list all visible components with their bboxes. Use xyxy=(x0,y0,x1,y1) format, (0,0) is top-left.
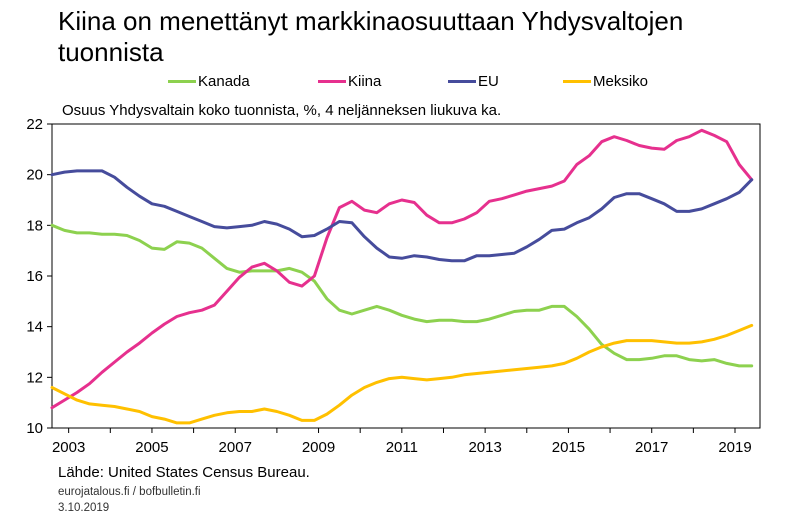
x-tick-label: 2003 xyxy=(52,439,85,456)
x-tick-label: 2019 xyxy=(718,439,751,456)
legend-label-kiina: Kiina xyxy=(348,72,382,90)
x-tick-label: 2011 xyxy=(386,439,418,456)
legend-swatch-kanada xyxy=(168,79,196,83)
legend-item-kiina: Kiina xyxy=(318,70,381,92)
y-tick-label: 16 xyxy=(26,268,43,285)
legend-label-meksiko: Meksiko xyxy=(593,72,649,90)
x-tick-label: 2017 xyxy=(635,439,668,456)
x-tick-label: 2007 xyxy=(219,439,252,456)
legend-item-meksiko: Meksiko xyxy=(563,70,648,92)
x-tick-label: 2015 xyxy=(552,439,585,456)
legend-swatch-kiina xyxy=(318,79,346,83)
legend-label-kanada: Kanada xyxy=(198,72,250,90)
legend-item-kanada: Kanada xyxy=(168,70,250,92)
legend-item-eu: EU xyxy=(448,70,499,92)
source-note: Lähde: United States Census Bureau. xyxy=(58,464,310,481)
y-tick-label: 18 xyxy=(26,217,43,234)
y-tick-label: 12 xyxy=(26,369,43,386)
legend-label-eu: EU xyxy=(478,72,499,90)
legend-swatch-meksiko xyxy=(563,79,591,83)
legend-swatch-eu xyxy=(448,79,476,83)
credit-note: eurojatalous.fi / bofbulletin.fi xyxy=(58,486,201,498)
series-line-kiina xyxy=(50,128,754,410)
plot-frame xyxy=(51,123,761,429)
y-tick-label: 10 xyxy=(26,420,43,437)
y-tick-label: 20 xyxy=(26,167,43,184)
x-tick-label: 2005 xyxy=(135,439,168,456)
x-tick-label: 2013 xyxy=(468,439,501,456)
y-tick-label: 14 xyxy=(26,319,43,336)
y-tick-label: 22 xyxy=(26,116,43,133)
series-line-meksiko xyxy=(50,323,754,425)
series-line-kanada xyxy=(50,223,754,368)
chart-subtitle: Osuus Yhdysvaltain koko tuonnista, %, 4 … xyxy=(62,102,502,119)
chart-title: Kiina on menettänyt markkinaosuuttaan Yh… xyxy=(58,6,758,68)
legend: Kanada Kiina EU Meksiko xyxy=(0,70,800,92)
publish-date: 3.10.2019 xyxy=(58,502,110,514)
x-tick-label: 2009 xyxy=(302,439,335,456)
chart-title-line1: Kiina on menettänyt markkinaosuuttaan Yh… xyxy=(58,6,684,36)
series-line-eu xyxy=(50,169,754,263)
chart-title-line2: tuonnista xyxy=(58,37,164,67)
